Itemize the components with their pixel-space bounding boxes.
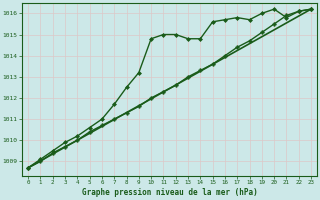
X-axis label: Graphe pression niveau de la mer (hPa): Graphe pression niveau de la mer (hPa) [82,188,258,197]
